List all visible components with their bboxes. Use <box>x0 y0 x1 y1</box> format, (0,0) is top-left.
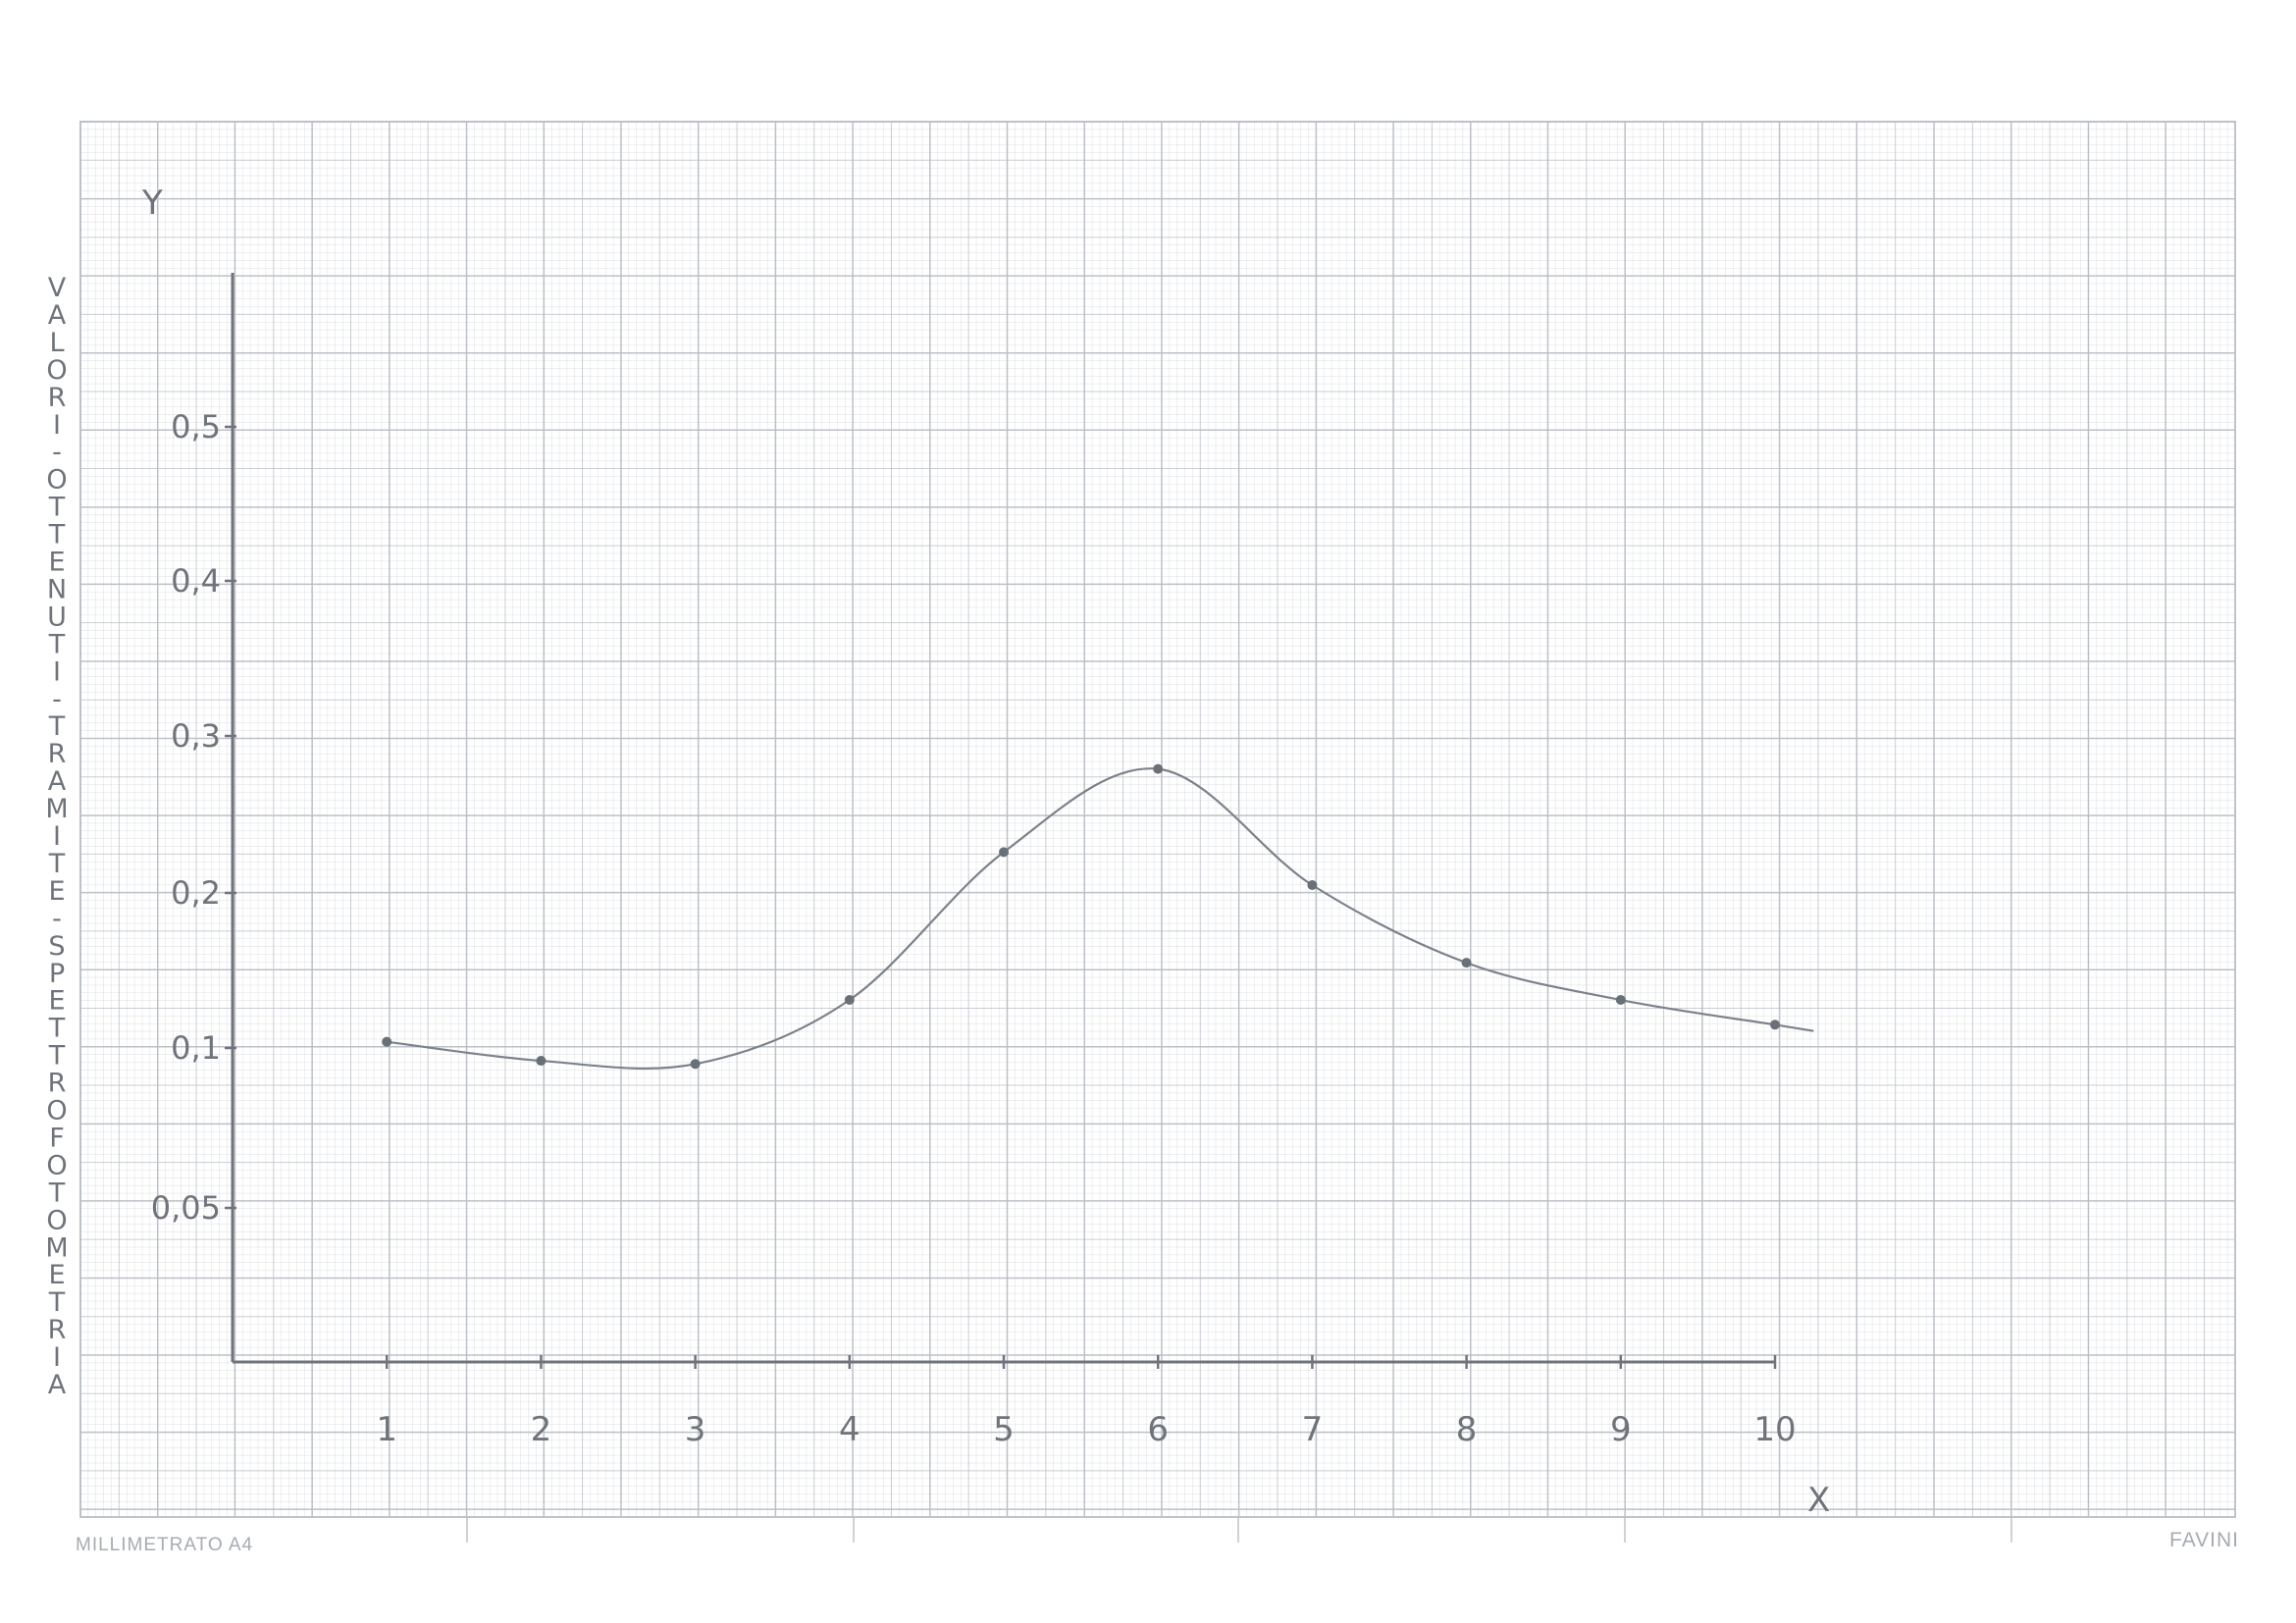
vertical-label-char: T <box>48 1041 66 1072</box>
vertical-label-char: I <box>53 821 61 852</box>
x-tick-label: 2 <box>531 1410 552 1449</box>
vertical-label-char: T <box>48 849 66 879</box>
vertical-label-char: T <box>48 629 66 659</box>
y-tick-label: 0,4 <box>171 562 221 600</box>
vertical-label-char: E <box>48 876 65 907</box>
y-axis-vertical-label: VALORI-OTTENUTI-TRAMITE-SPETTROFOTOMETRI… <box>45 273 68 1400</box>
x-tick-label: 4 <box>839 1410 861 1449</box>
x-tick-label: 3 <box>685 1410 706 1449</box>
y-tick-label: 0,5 <box>171 408 221 445</box>
vertical-label-char: L <box>49 328 64 358</box>
vertical-label-char: - <box>52 684 62 714</box>
data-point <box>1307 880 1318 890</box>
vertical-label-char: A <box>48 766 67 797</box>
data-points <box>382 763 1780 1070</box>
vertical-label-char: P <box>49 959 65 989</box>
vertical-label-char: I <box>53 1342 61 1373</box>
vertical-label-char: T <box>48 1178 66 1208</box>
vertical-label-char: - <box>52 438 62 468</box>
data-point <box>382 1036 392 1047</box>
vertical-label-char: R <box>48 739 67 769</box>
vertical-label-char: O <box>46 1150 67 1180</box>
vertical-label-char: O <box>46 465 67 496</box>
data-point <box>1461 958 1472 969</box>
vertical-label-char: T <box>48 1287 66 1318</box>
vertical-label-char: E <box>48 548 65 578</box>
data-point <box>1153 763 1164 774</box>
vertical-label-char: M <box>45 794 68 824</box>
x-tick-label: 10 <box>1753 1410 1796 1449</box>
data-point <box>999 847 1009 858</box>
vertical-label-char: O <box>46 1205 67 1235</box>
vertical-label-char: R <box>48 1315 67 1345</box>
x-axis-letter: X <box>1807 1481 1830 1520</box>
paper-brand-right: FAVINI <box>2169 1529 2239 1551</box>
y-tick-label: 0,1 <box>171 1029 221 1067</box>
vertical-label-char: T <box>48 711 66 742</box>
vertical-label-char: F <box>49 1123 65 1153</box>
data-point <box>1615 995 1626 1006</box>
data-point <box>844 995 855 1006</box>
vertical-label-char: R <box>48 1069 67 1099</box>
vertical-label-char: M <box>45 1232 68 1263</box>
x-tick-label: 5 <box>993 1410 1015 1449</box>
vertical-label-char: O <box>46 355 67 386</box>
data-point <box>1770 1020 1780 1030</box>
x-tick-label: 1 <box>376 1410 397 1449</box>
x-tick-label: 6 <box>1147 1410 1169 1449</box>
vertical-label-char: E <box>48 1260 65 1290</box>
vertical-label-char: A <box>48 300 67 331</box>
vertical-label-char: T <box>48 1014 66 1044</box>
paper-brand-left: MILLIMETRATO A4 <box>76 1535 253 1555</box>
y-tick-marks <box>225 425 236 1210</box>
vertical-label-char: V <box>48 273 67 303</box>
vertical-label-char: I <box>53 656 61 687</box>
x-tick-label: 9 <box>1610 1410 1632 1449</box>
x-tick-marks <box>385 1355 1777 1369</box>
vertical-label-char: I <box>53 410 61 441</box>
y-tick-label: 0,2 <box>171 874 221 912</box>
vertical-label-char: - <box>52 904 62 934</box>
y-tick-label: 0,3 <box>171 717 221 755</box>
vertical-label-char: E <box>48 986 65 1017</box>
vertical-label-char: O <box>46 1096 67 1126</box>
y-axis-letter: Y <box>141 183 163 223</box>
vertical-label-char: A <box>48 1370 67 1400</box>
vertical-label-char: N <box>47 574 67 604</box>
x-tick-labels: 1 2 3 4 5 6 7 8 9 10 <box>376 1410 1796 1449</box>
vertical-label-char: R <box>48 383 67 413</box>
x-tick-label: 7 <box>1302 1410 1324 1449</box>
data-point <box>690 1059 701 1070</box>
vertical-label-char: T <box>48 520 66 550</box>
millimeter-grid <box>79 121 2236 1543</box>
vertical-label-char: T <box>48 493 66 523</box>
vertical-label-char: U <box>47 602 67 632</box>
y-tick-labels: 0,05 0,1 0,2 0,3 0,4 0,5 <box>151 408 221 1227</box>
data-point <box>536 1056 547 1067</box>
x-tick-label: 8 <box>1456 1410 1478 1449</box>
y-tick-label: 0,05 <box>151 1189 221 1227</box>
vertical-label-char: S <box>48 931 65 962</box>
